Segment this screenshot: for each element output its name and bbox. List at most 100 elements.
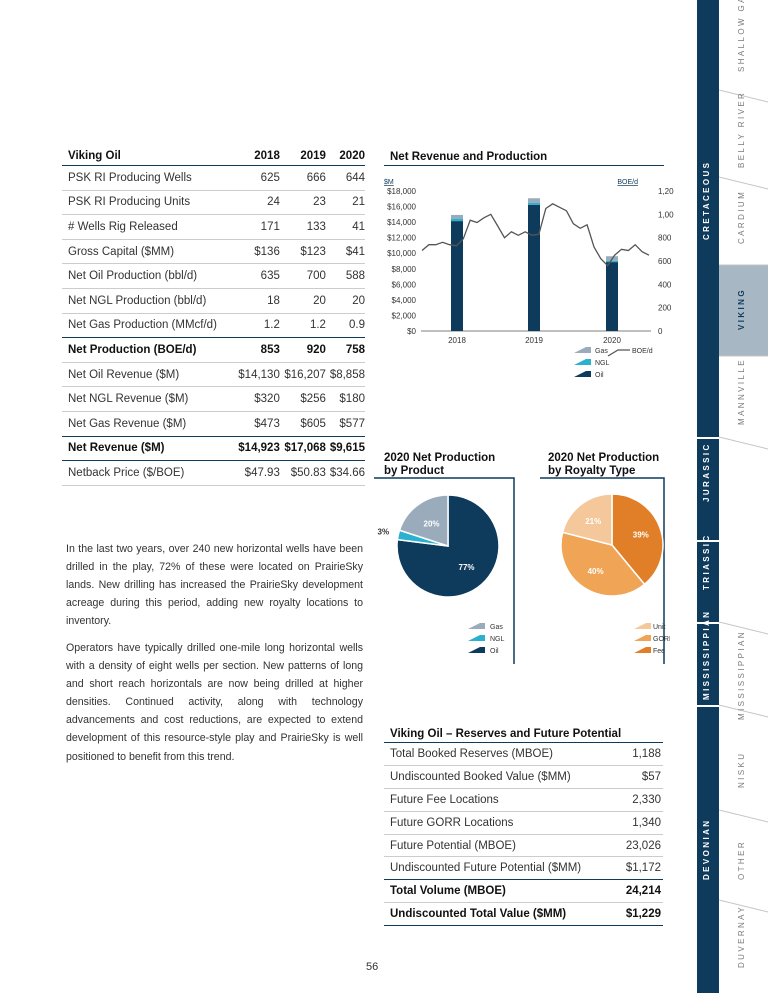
cell-2019: 133 — [279, 214, 326, 240]
cell-2019: $605 — [279, 411, 326, 437]
cell-2020: 20 — [325, 288, 365, 314]
cell-2019: 1.2 — [279, 313, 326, 339]
row-label: Future Potential (MBOE) — [384, 834, 619, 858]
bar-ngl-2020 — [606, 260, 618, 263]
revenue-chart-title: Net Revenue and Production — [384, 151, 664, 166]
body-paragraph: Operators have typically drilled one-mil… — [66, 642, 363, 763]
cell-2019: 920 — [279, 337, 326, 363]
table-row: # Wells Rig Released 171 133 41 — [62, 214, 365, 240]
production-table-header: Viking Oil 2018 2019 2020 — [62, 148, 365, 166]
pie-slice-gorr — [560, 531, 646, 597]
bar-gas-2018 — [451, 214, 463, 219]
row-label: Net Revenue ($M) — [62, 436, 234, 462]
cell-2019: $16,207 — [279, 362, 326, 388]
x-tick-label: 2018 — [448, 336, 466, 345]
cell-2020: 758 — [325, 337, 365, 363]
royalty-pie-title-line1: 2020 Net Production — [548, 452, 660, 464]
tab-mississippian[interactable]: MISSISSIPPIAN — [737, 630, 746, 720]
group-label-jurassic[interactable]: JURASSIC — [702, 442, 711, 502]
cell-2020: $577 — [325, 411, 365, 437]
group-label-cretaceous[interactable]: CRETACEOUS — [702, 160, 711, 240]
row-label: Undiscounted Total Value ($MM) — [384, 902, 619, 926]
table-row: Future GORR Locations 1,340 — [384, 811, 663, 835]
row-label: Net NGL Revenue ($M) — [62, 386, 234, 412]
tab-divider — [719, 899, 768, 913]
product-pie-title-line2: by Product — [384, 465, 445, 477]
tab-nisku[interactable]: NISKU — [737, 751, 746, 788]
bar-oil-2018 — [451, 221, 463, 331]
table-row: PSK RI Producing Wells 625 666 644 — [62, 165, 365, 191]
product-pie-title-line1: 2020 Net Production — [384, 452, 496, 464]
cell-2020: $9,615 — [325, 436, 365, 462]
bar-oil-2019 — [528, 204, 540, 331]
table-row: Net Oil Production (bbl/d) 635 700 588 — [62, 263, 365, 289]
pie-slice-unit — [561, 493, 613, 546]
legend-swatch-ngl — [574, 359, 591, 365]
table-row-total: Net Revenue ($M) $14,923 $17,068 $9,615 — [62, 436, 365, 462]
legend-label-oil: Oil — [595, 372, 604, 379]
y2-tick-label: 600 — [658, 257, 672, 266]
table-row: Netback Price ($/BOE) $47.93 $50.83 $34.66 — [62, 460, 365, 486]
row-label: PSK RI Producing Wells — [62, 165, 234, 191]
sidebar-group-bar — [697, 0, 719, 993]
legend-swatch-unit — [634, 623, 651, 629]
legend-label-gas: Gas — [490, 624, 503, 631]
legend-swatch-ngl — [468, 635, 485, 641]
tab-mannville[interactable]: MANNVILLE — [737, 358, 746, 425]
legend-label-oil: Oil — [490, 648, 499, 655]
table-row-total: Total Volume (MBOE) 24,214 — [384, 879, 663, 904]
pie-slice-gas — [398, 494, 449, 548]
pie-slice-oil — [396, 494, 500, 598]
legend-swatch-gas — [468, 623, 485, 629]
tab-viking[interactable]: VIKING — [737, 288, 746, 330]
pie-label-oil: 77% — [459, 563, 475, 572]
group-label-triassic[interactable]: TRIASSIC — [702, 533, 711, 590]
table-header-cell: 2019 — [279, 148, 326, 166]
bar-gas-2019 — [528, 198, 540, 203]
row-label: Undiscounted Booked Value ($MM) — [384, 765, 619, 790]
tab-divider — [719, 176, 768, 190]
row-label: Net Oil Production (bbl/d) — [62, 263, 234, 289]
y-tick-label: $8,000 — [392, 265, 417, 274]
y2-tick-label: 1,000 — [658, 210, 674, 219]
tab-duvernay[interactable]: DUVERNAY — [737, 904, 746, 968]
legend-label-ngl: NGL — [490, 636, 505, 643]
row-label: Netback Price ($/BOE) — [62, 460, 234, 486]
tab-cardium[interactable]: CARDIUM — [737, 189, 746, 244]
tab-other[interactable]: OTHER — [737, 840, 746, 880]
group-divider — [697, 540, 719, 542]
row-value: $1,229 — [618, 902, 663, 926]
cell-2020: 0.9 — [325, 313, 365, 339]
group-divider — [697, 437, 719, 439]
tab-belly-river[interactable]: BELLY RIVER — [737, 90, 746, 168]
row-label: Net Gas Revenue ($M) — [62, 411, 234, 437]
row-value: $1,172 — [618, 856, 663, 881]
cell-2018: 853 — [233, 337, 280, 363]
legend-label-fee: Fee — [653, 648, 665, 655]
table-header-cell: Viking Oil — [62, 148, 234, 166]
cell-2020: 21 — [325, 190, 365, 216]
table-row: Net Gas Revenue ($M) $473 $605 $577 — [62, 411, 365, 437]
tab-divider — [719, 436, 768, 450]
y2-tick-label: 400 — [658, 280, 672, 289]
row-label: Net Production (BOE/d) — [62, 337, 234, 363]
legend-label-unit: Unit — [653, 624, 666, 631]
group-label-devonian[interactable]: DEVONIAN — [702, 818, 711, 880]
y2-tick-label: 1,200 — [658, 187, 674, 196]
legend-swatch-gorr — [634, 635, 651, 641]
cell-2019: 23 — [279, 190, 326, 216]
cell-2019: 20 — [279, 288, 326, 314]
tab-divider — [719, 89, 768, 103]
pie-slice-fee — [611, 493, 664, 586]
sidebar-active-tab — [719, 265, 768, 356]
tab-divider — [719, 621, 768, 635]
chart-frame — [374, 477, 515, 664]
group-label-mississippian[interactable]: MISSISSIPPIAN — [702, 609, 711, 700]
row-value: 1,340 — [618, 811, 663, 835]
y-tick-label: $18,000 — [387, 187, 416, 196]
row-value: 1,188 — [618, 743, 663, 767]
cell-2020: 41 — [325, 214, 365, 240]
tab-divider — [719, 809, 768, 823]
tab-shallow-gas[interactable]: SHALLOW GAS — [737, 0, 746, 72]
x-tick-label: 2019 — [525, 336, 543, 345]
